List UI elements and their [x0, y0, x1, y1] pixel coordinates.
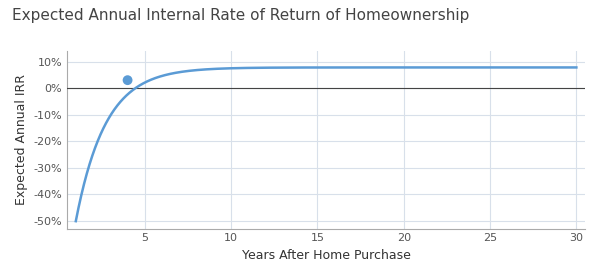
Point — [123, 78, 133, 82]
X-axis label: Years After Home Purchase: Years After Home Purchase — [242, 249, 410, 262]
Text: Expected Annual Internal Rate of Return of Homeownership: Expected Annual Internal Rate of Return … — [12, 8, 469, 23]
Y-axis label: Expected Annual IRR: Expected Annual IRR — [15, 74, 28, 205]
